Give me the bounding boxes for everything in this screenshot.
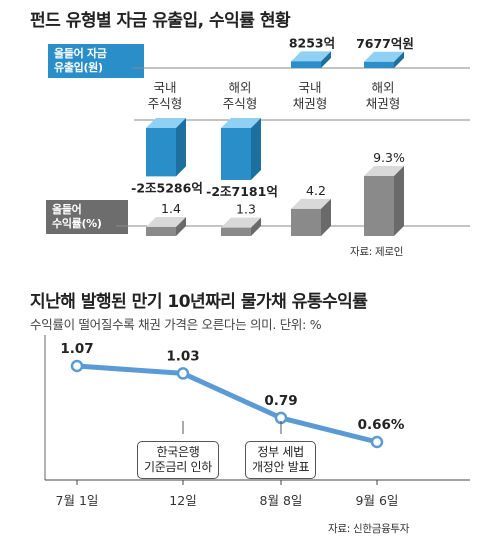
flow-bar [364,51,404,68]
bond-chart-title: 지난해 발행된 만기 10년짜리 물가채 유통수익률 [30,292,368,312]
return-value-label: 4.2 [306,183,326,198]
flow-chart-title: 펀드 유형별 자금 유출입, 수익률 현황 [30,11,291,31]
bond-chart-subtitle: 수익률이 떨어질수록 채권 가격은 오른다는 의미. 단위: % [30,317,322,332]
category-label-line: 해외 [371,80,394,95]
callout-rate-cut: 한국은행 기준금리 인하 [137,441,219,479]
flow-value-label: -2조7181억 [206,184,278,199]
flow-bar-top [221,118,261,128]
flow-value-label: 8253억 [289,35,335,50]
flow-bar-side [251,118,261,180]
category-label: 해외 주식형 [223,80,258,111]
x-tick-label: 8월 8일 [260,493,303,508]
flow-bar-front [291,61,321,68]
yield-point [370,435,384,449]
yield-point [176,367,190,380]
category-label-line: 채권형 [366,96,401,111]
return-value-label: 1.3 [236,202,256,217]
category-label-line: 주식형 [223,96,258,111]
bond-source: 자료: 신한금융투자 [328,523,410,535]
return-bar-side [321,198,331,236]
return-bar-front [146,226,176,236]
flow-bar [291,51,331,68]
yield-value-label: 0.79 [264,393,297,409]
return-bar [221,217,261,236]
flow-bar-front [221,128,251,180]
flow-series-name: 올들어 자금 유출입(원) [54,47,107,74]
flow-bar-top [291,51,331,62]
return-bar-front [291,208,321,236]
flow-series-label: 올들어 자금 유출입(원) [48,44,144,78]
return-bar [146,216,186,236]
callout-tax-revision: 정부 세법 개정안 발표 [245,441,317,479]
yield-value-label: 0.66% [358,417,405,433]
x-tick-label: 12일 [169,493,196,508]
flow-bar-side [176,118,186,177]
return-value-label: 1.4 [161,201,181,216]
yield-line [76,363,378,445]
return-bar-top [221,217,261,228]
flow-bar-front [364,61,394,68]
return-bar-front [221,227,251,236]
flow-bar-side [394,51,404,68]
return-series-label: 올들어 수익률(%) [46,200,128,234]
category-label-line: 국내 [153,80,176,95]
category-label: 국내 주식형 [148,80,183,111]
return-bar-top [146,216,186,227]
return-bar-top [364,166,404,176]
bond-yield-chart: 1.07 7월 1일 1.03 12일 0.79 8월 8일 0.66% 9월 6일 [44,335,470,508]
x-tick-label: 7월 1일 [56,493,99,508]
return-bar-top [291,198,331,209]
flow-value-label: 7677억원 [356,36,414,51]
category-label: 국내 채권형 [293,80,328,111]
return-bar-front [364,176,394,236]
return-bar [291,198,331,236]
yield-value-label: 1.03 [166,348,199,364]
category-label: 해외 채권형 [366,80,401,111]
yield-point [70,359,84,373]
flow-bar [146,118,186,177]
flow-value-label: -2조5286억 [131,180,203,195]
flow-bar-top [146,118,186,128]
return-bar-side [251,217,261,236]
category-label-line: 해외 [228,80,251,95]
flow-bar-side [321,51,331,68]
x-tick-label: 9월 6일 [356,493,399,508]
return-value-label: 9.3% [373,150,405,165]
return-bar-side [394,166,404,236]
flow-bar-top [364,51,404,62]
return-bar-side [176,216,186,236]
flow-bar [221,118,261,180]
flow-source: 자료: 제로인 [350,246,404,258]
return-bar [364,166,404,236]
category-label-line: 채권형 [293,96,328,111]
return-series-name: 올들어 수익률(%) [52,203,102,230]
category-label-line: 국내 [298,80,321,95]
flow-bar-front [146,128,176,177]
category-label-line: 주식형 [148,96,183,111]
yield-value-label: 1.07 [60,341,93,357]
